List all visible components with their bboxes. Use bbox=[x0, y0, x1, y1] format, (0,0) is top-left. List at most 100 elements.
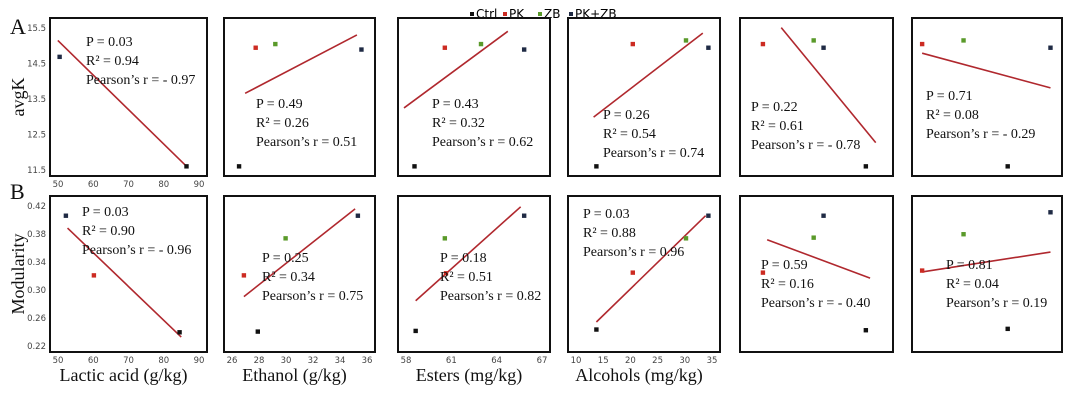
x-tick-label: 60 bbox=[88, 356, 99, 366]
x-tick-label: 26 bbox=[227, 356, 238, 366]
stat-label: R² = 0.54 bbox=[603, 127, 656, 142]
regression-line bbox=[403, 30, 509, 109]
stat-label: R² = 0.94 bbox=[86, 54, 139, 69]
panel-a-3: P = 0.43 R² = 0.32 Pearson’s r = 0.62 bbox=[397, 17, 551, 177]
data-point bbox=[443, 271, 449, 276]
x-tick-label: 80 bbox=[158, 356, 169, 366]
panel-letter-b: B bbox=[10, 179, 25, 204]
panel-frame bbox=[567, 195, 721, 353]
data-point bbox=[442, 236, 448, 241]
x-tick-label: 64 bbox=[491, 356, 502, 366]
y-tick-label: 12.5 bbox=[27, 131, 46, 141]
stat-label: Pearson’s r = - 0.97 bbox=[86, 73, 195, 88]
regression-line bbox=[922, 251, 1051, 273]
panel-a-4: P = 0.26 R² = 0.54 Pearson’s r = 0.74 bbox=[567, 17, 721, 177]
stat-label: Pearson’s r = 0.82 bbox=[440, 289, 541, 304]
stat-label: Pearson’s r = - 0.40 bbox=[761, 296, 870, 311]
x-tick-label: 80 bbox=[158, 180, 169, 190]
panel-b-3: 58 61 64 67 P = 0.18 R² = 0.51 Pearson’s r = 0… bbox=[397, 195, 551, 386]
panel-a-5: P = 0.22 R² = 0.61 Pearson’s r = - 0.78 bbox=[739, 17, 894, 177]
stat-label: Pearson’s r = 0.19 bbox=[946, 296, 1047, 311]
data-point bbox=[184, 164, 189, 169]
data-point bbox=[863, 328, 869, 333]
x-tick-label: 36 bbox=[362, 356, 373, 366]
data-point bbox=[413, 328, 418, 334]
stat-label: P = 0.25 bbox=[262, 251, 309, 266]
panel-b-2: 26 28 30 32 34 36 P = 0.25 R² = 0.34 Pearson’s r… bbox=[223, 195, 376, 386]
stat-label: Pearson’s r = - 0.29 bbox=[926, 127, 1035, 142]
regression-line bbox=[780, 27, 877, 144]
stat-label: R² = 0.32 bbox=[432, 116, 485, 131]
stat-label: P = 0.22 bbox=[751, 100, 798, 115]
data-point bbox=[863, 164, 869, 169]
data-point bbox=[355, 213, 361, 218]
x-tick-label: 50 bbox=[53, 180, 64, 190]
data-point bbox=[760, 41, 766, 47]
stat-label: Pearson’s r = 0.74 bbox=[603, 146, 704, 161]
stat-label: P = 0.03 bbox=[82, 205, 129, 220]
panel-b-5: P = 0.59 R² = 0.16 Pearson’s r = - 0.40 bbox=[739, 195, 894, 353]
y-tick-label: 13.5 bbox=[27, 95, 46, 105]
data-point bbox=[521, 47, 527, 52]
data-point bbox=[442, 45, 448, 50]
data-point bbox=[1048, 210, 1053, 215]
regression-line bbox=[57, 39, 188, 167]
stat-label: P = 0.03 bbox=[583, 207, 630, 222]
x-tick-label: 30 bbox=[679, 356, 690, 366]
panel-a-2: P = 0.49 R² = 0.26 Pearson’s r = 0.51 bbox=[223, 17, 376, 177]
stat-label: P = 0.26 bbox=[603, 108, 650, 123]
data-point bbox=[63, 213, 69, 218]
data-point bbox=[630, 270, 635, 275]
x-tick-label: 35 bbox=[707, 356, 718, 366]
stat-label: Pearson’s r = 0.62 bbox=[432, 135, 533, 150]
y-axis-label: avgK bbox=[8, 78, 28, 117]
stat-label: Pearson’s r = 0.75 bbox=[262, 289, 363, 304]
x-tick-label: 90 bbox=[194, 356, 205, 366]
data-point bbox=[683, 38, 689, 43]
stat-label: P = 0.43 bbox=[432, 97, 479, 112]
stat-label: P = 0.59 bbox=[761, 258, 808, 273]
stat-label: R² = 0.88 bbox=[583, 226, 636, 241]
stat-label: P = 0.03 bbox=[86, 35, 133, 50]
legend-swatch bbox=[538, 12, 542, 16]
x-tick-label: 67 bbox=[537, 356, 548, 366]
panel-letter-a: A bbox=[10, 14, 26, 39]
panel-frame bbox=[397, 195, 551, 353]
regression-line bbox=[593, 32, 704, 118]
regression-line bbox=[595, 215, 707, 323]
y-tick-label: 14.5 bbox=[27, 60, 46, 70]
data-point bbox=[811, 38, 816, 43]
data-point bbox=[177, 330, 182, 335]
x-axis-label: Esters (mg/kg) bbox=[416, 365, 522, 386]
data-point bbox=[412, 164, 417, 169]
data-point bbox=[255, 329, 260, 334]
y-tick-label: 0.26 bbox=[27, 314, 46, 324]
legend-swatch bbox=[569, 12, 573, 16]
x-tick-label: 20 bbox=[625, 356, 636, 366]
stat-label: Pearson’s r = 0.96 bbox=[583, 245, 684, 260]
panel-frame bbox=[739, 17, 894, 177]
panel-frame bbox=[739, 195, 894, 353]
data-point bbox=[919, 268, 925, 273]
data-point bbox=[961, 232, 966, 237]
data-point bbox=[91, 273, 97, 278]
x-tick-label: 34 bbox=[335, 356, 346, 366]
x-tick-label: 70 bbox=[123, 356, 134, 366]
x-axis-label: Alcohols (mg/kg) bbox=[575, 365, 703, 386]
y-tick-label: 0.22 bbox=[27, 342, 46, 352]
legend-swatch bbox=[470, 12, 474, 16]
x-tick-label: 28 bbox=[254, 356, 265, 366]
y-tick-label: 0.42 bbox=[27, 202, 46, 212]
regression-line bbox=[921, 52, 1051, 89]
legend-swatch bbox=[503, 12, 507, 16]
data-point bbox=[253, 45, 258, 50]
x-tick-label: 60 bbox=[88, 180, 99, 190]
panel-frame bbox=[223, 195, 376, 353]
data-point bbox=[594, 164, 599, 169]
data-point bbox=[283, 236, 288, 241]
stat-label: R² = 0.61 bbox=[751, 119, 804, 134]
y-axis-label: Modularity bbox=[8, 234, 28, 315]
data-point bbox=[359, 47, 364, 52]
data-point bbox=[57, 54, 62, 60]
